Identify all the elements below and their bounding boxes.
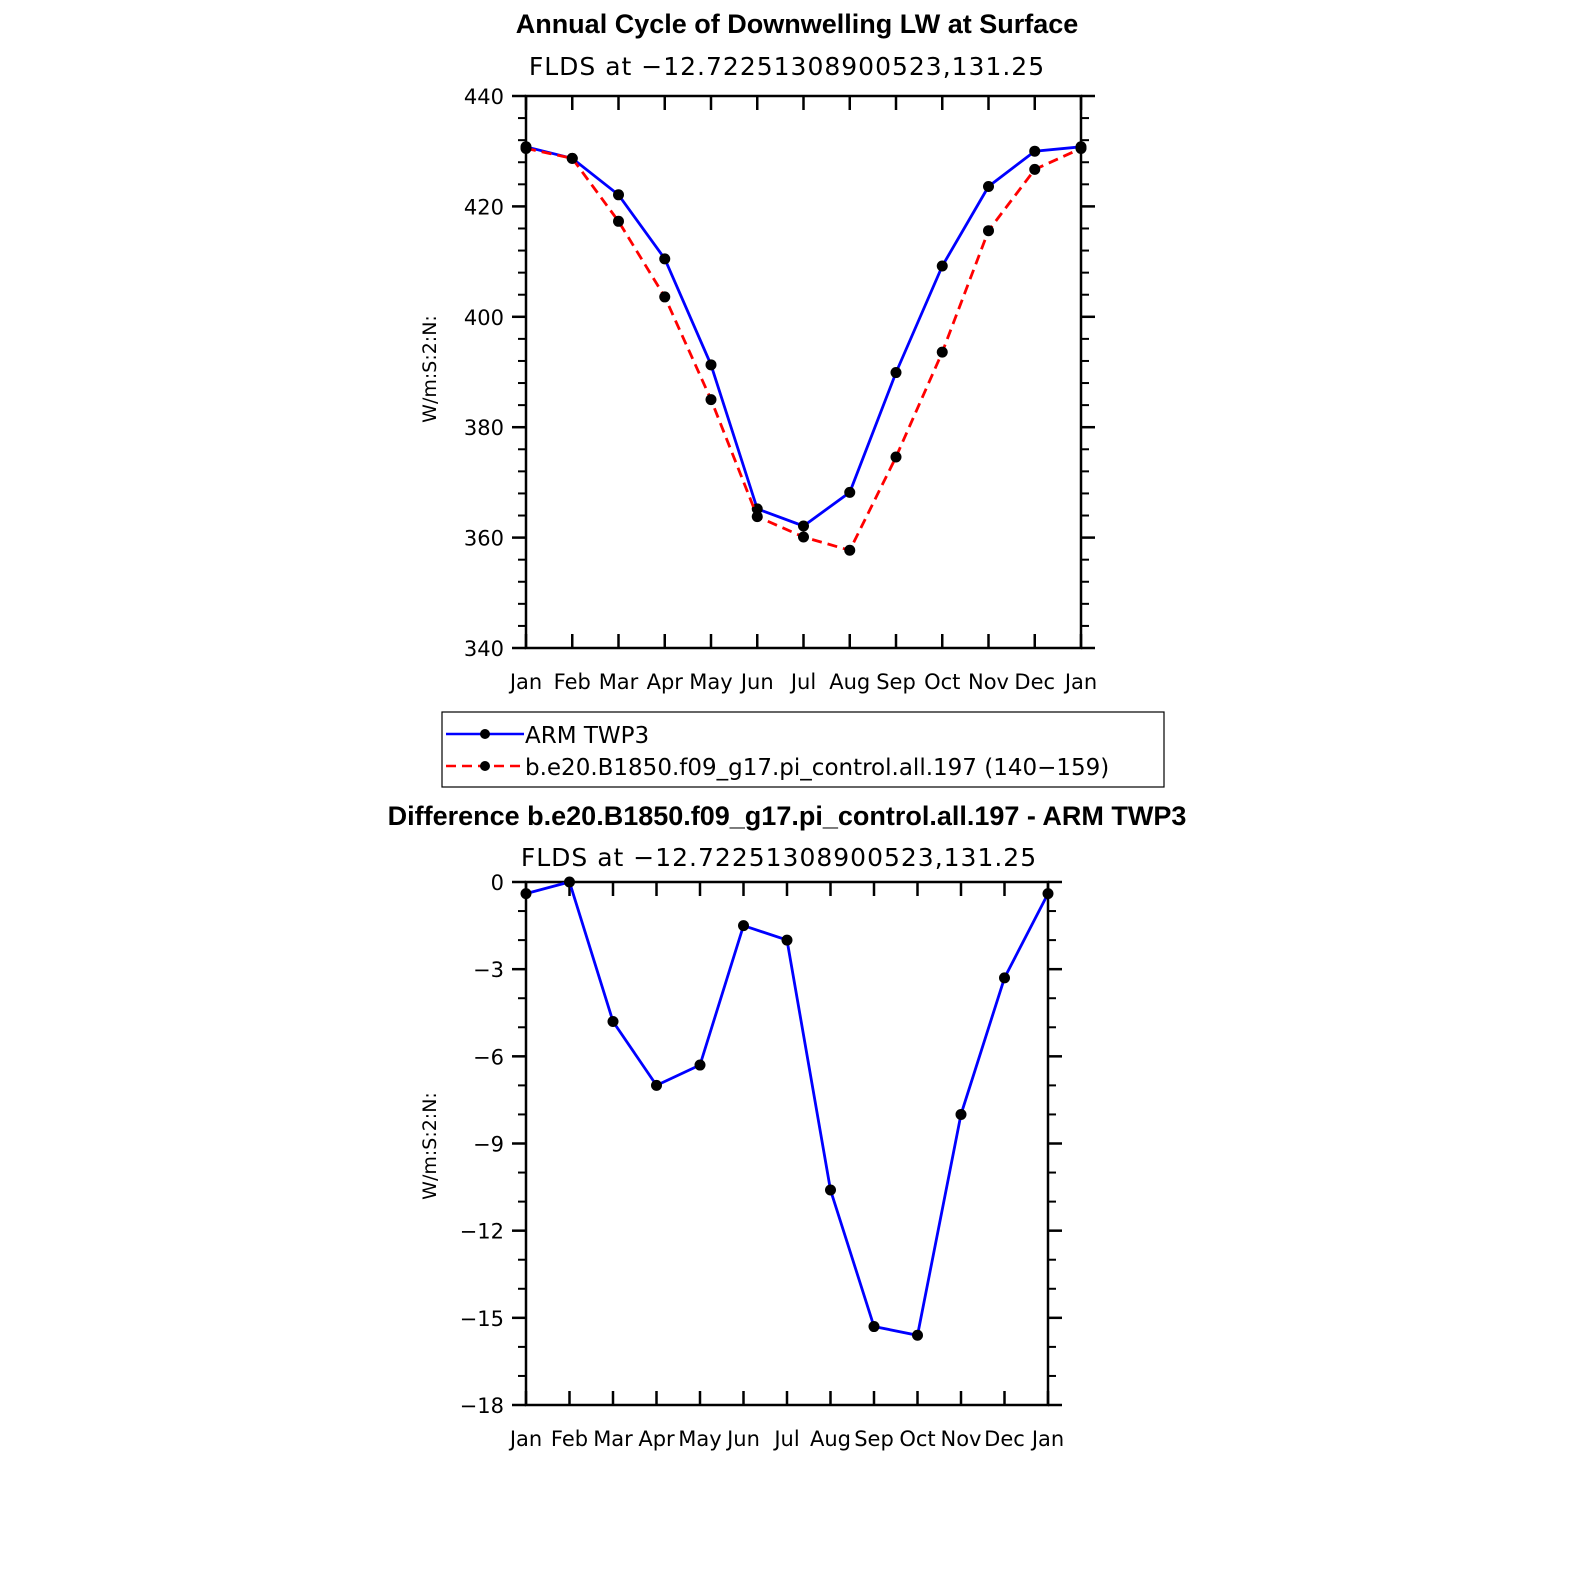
- chart1-series-0-line: [525, 145, 1082, 528]
- chart2-series-0-point: [1042, 888, 1054, 900]
- chart1-series-1-point: [705, 394, 717, 406]
- chart1-series-1-point: [983, 225, 994, 237]
- chart2-series-0-point: [607, 1015, 619, 1027]
- chart2-xtick-label: Jul: [772, 1427, 799, 1451]
- chart1-series-1-point: [844, 544, 856, 556]
- chart1-series-0-point: [844, 486, 856, 498]
- chart2-series-0-point: [868, 1321, 880, 1333]
- chart1-series-0-point: [983, 181, 994, 193]
- chart2-series-0-point: [738, 920, 749, 932]
- chart2-ytick-label: 0: [491, 871, 504, 895]
- chart1-plot-area: 340 360 380 400 420 440 Jan Feb Mar Apr May Jun Jul A…: [464, 85, 1097, 694]
- chart1-ylabel: W/m:S:2:N:: [419, 315, 441, 423]
- chart1-xtick-label: Jan: [1063, 670, 1097, 694]
- chart2-ytick-label: −18: [460, 1394, 504, 1418]
- legend-marker-arm-twp3: [480, 729, 490, 739]
- chart2-xtick-label: Feb: [551, 1427, 588, 1451]
- chart1-ytick-label: 360: [464, 527, 504, 551]
- chart2-series-0-line: [525, 880, 1050, 1337]
- chart2-xtick-label: Apr: [638, 1427, 675, 1451]
- legend-label-model: b.e20.B1850.f09_g17.pi_control.all.197 (…: [525, 755, 1109, 781]
- chart2-series-0-point: [781, 934, 793, 946]
- chart2-xtick-label: Jan: [1030, 1427, 1064, 1451]
- chart2-xtick-label: Sep: [854, 1427, 894, 1451]
- chart2-xtick-label: Aug: [810, 1427, 851, 1451]
- chart1-xtick-label: Mar: [599, 670, 639, 694]
- chart2-series-0-point: [955, 1108, 967, 1120]
- chart2-series-0-point: [520, 888, 532, 900]
- chart1-xtick-label: Sep: [876, 670, 916, 694]
- chart2-ytick-label: −15: [460, 1307, 504, 1331]
- chart1-ytick-label: 380: [464, 416, 504, 440]
- chart1-subtitle: FLDS at −12.72251308900523,131.25: [529, 52, 1045, 81]
- chart1-series-0-point: [798, 520, 809, 532]
- chart2-series-0-point: [694, 1059, 706, 1071]
- chart2-subtitle: FLDS at −12.72251308900523,131.25: [521, 843, 1037, 872]
- chart2-plot-area: −18 −15 −12 −9 −6 −3 0 Jan Feb Mar Apr May Jun Jul Aug…: [460, 871, 1065, 1451]
- chart1-series-1-point: [520, 142, 532, 154]
- legend-box: [441, 711, 1165, 788]
- chart1-series-1-point: [751, 511, 763, 523]
- legend-marker-model: [480, 761, 490, 771]
- chart1-ytick-label: 440: [464, 85, 504, 109]
- chart2-frame: [524, 880, 1050, 1407]
- chart2-series-0-point: [825, 1184, 836, 1196]
- chart1-series-0-point: [659, 253, 671, 265]
- chart1-series-1-point: [566, 152, 578, 164]
- chart2-xtick-label: Mar: [593, 1427, 633, 1451]
- chart2-xtick-label: Jan: [508, 1427, 542, 1451]
- chart2-series-0-point: [999, 972, 1010, 984]
- chart1-xtick-label: Oct: [924, 670, 960, 694]
- chart1-series-1-point: [798, 531, 809, 543]
- chart2-series-0-point: [912, 1329, 923, 1341]
- chart1-series-0-point: [613, 189, 624, 201]
- chart1-ytick-label: 400: [464, 306, 504, 330]
- chart1-series-1-point: [936, 346, 948, 358]
- chart1-xtick-label: Aug: [829, 670, 870, 694]
- chart1-series-1-point: [659, 291, 671, 303]
- chart1-xtick-label: Nov: [968, 670, 1009, 694]
- chart1-series-1-point: [1075, 142, 1087, 154]
- chart1-series-0-point: [890, 367, 902, 379]
- chart1-xtick-label: Jan: [508, 670, 542, 694]
- chart2-xtick-label: Dec: [984, 1427, 1025, 1451]
- chart1-series-1-line: [525, 147, 1082, 552]
- chart2-ytick-label: −9: [473, 1133, 504, 1157]
- chart2-title: Difference b.e20.B1850.f09_g17.pi_contro…: [388, 801, 1187, 831]
- chart1-ytick-label: 420: [464, 195, 504, 219]
- chart2-ytick-label: −6: [473, 1045, 504, 1069]
- chart2-ytick-label: −3: [473, 958, 504, 982]
- chart1-series-0-point: [705, 359, 717, 371]
- chart1-series-1-point: [1029, 163, 1041, 175]
- chart2-xtick-label: Jun: [725, 1427, 760, 1451]
- chart1-ytick-label: 340: [464, 637, 504, 661]
- chart2-xtick-label: May: [678, 1427, 721, 1451]
- chart2-xtick-label: Nov: [941, 1427, 982, 1451]
- chart2-xtick-label: Oct: [899, 1427, 935, 1451]
- chart2-series-0-point: [651, 1079, 662, 1091]
- chart2-ylabel: W/m:S:2:N:: [419, 1092, 441, 1200]
- chart1-series-0-point: [1029, 145, 1041, 157]
- chart1-xtick-label: Dec: [1014, 670, 1055, 694]
- chart1-series-1-point: [613, 215, 624, 227]
- chart1-xtick-label: Feb: [554, 670, 591, 694]
- chart1-series-0-point: [936, 260, 948, 272]
- legend: ARM TWP3 b.e20.B1850.f09_g17.pi_control.…: [441, 711, 1165, 788]
- chart1-xtick-label: Apr: [647, 670, 684, 694]
- chart1-xtick-label: Jun: [739, 670, 774, 694]
- legend-label-arm-twp3: ARM TWP3: [525, 723, 649, 749]
- chart1-title: Annual Cycle of Downwelling LW at Surfac…: [516, 9, 1079, 39]
- chart1-xtick-label: May: [689, 670, 732, 694]
- chart2-series-0-point: [564, 876, 575, 888]
- chart1-xtick-label: Jul: [789, 670, 816, 694]
- chart1-series-1-point: [890, 451, 902, 463]
- chart2-ytick-label: −12: [460, 1220, 504, 1244]
